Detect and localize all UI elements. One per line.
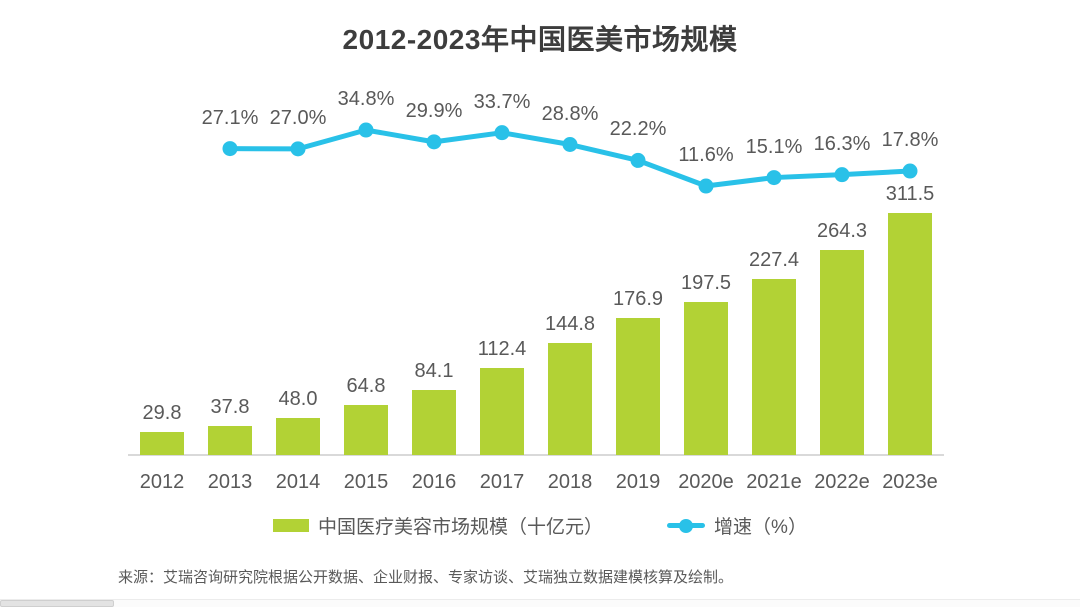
horizontal-scrollbar-thumb[interactable] [0, 600, 114, 607]
growth-point-2017 [494, 125, 510, 141]
bar-2013 [208, 425, 252, 455]
bar-value-label-2015: 64.8 [346, 374, 386, 397]
growth-label-2020e: 11.6% [678, 144, 734, 166]
growth-label-2013: 27.1% [201, 106, 259, 129]
x-axis-line [128, 454, 944, 456]
bar-2016 [412, 389, 456, 455]
growth-label-2018: 28.8% [541, 102, 599, 125]
x-tick-label-2016: 2016 [411, 471, 457, 493]
growth-point-2016 [426, 134, 442, 150]
growth-point-2022e [834, 167, 850, 183]
bar-2019 [616, 317, 660, 455]
line-series-dot-icon [679, 518, 694, 533]
growth-label-2014: 27.0% [269, 106, 327, 129]
x-tick-label-2014: 2014 [275, 471, 321, 493]
x-tick-label-2022e: 2022e [814, 471, 870, 493]
bar-value-label-2014: 48.0 [278, 387, 318, 410]
bar-value-label-2020e: 197.5 [680, 271, 732, 294]
bar-2023e [888, 213, 932, 455]
bar-value-label-2012: 29.8 [142, 401, 182, 424]
source-note: 来源：艾瑞咨询研究院根据公开数据、企业财报、专家访谈、艾瑞独立数据建模核算及绘制… [118, 569, 734, 586]
bar-2012 [140, 431, 184, 455]
bar-value-label-2013: 37.8 [210, 395, 250, 418]
growth-label-2019: 22.2% [609, 118, 667, 141]
bar-2022e [820, 250, 864, 455]
growth-point-2023e [902, 163, 918, 179]
bar-2017 [480, 367, 524, 455]
x-tick-label-2015: 2015 [343, 471, 389, 493]
bar-2020e [684, 301, 728, 455]
x-tick-label-2018: 2018 [547, 471, 593, 493]
growth-label-2022e: 16.3% [813, 132, 871, 155]
x-tick-label-2017: 2017 [479, 471, 525, 493]
line-series-label: 增速（%） [714, 517, 807, 538]
legend-item-growth: 增速（%） [667, 512, 807, 539]
growth-label-2021e: 15.1% [745, 135, 803, 158]
growth-label-2017: 33.7% [473, 90, 531, 113]
growth-point-2014 [290, 141, 306, 157]
bar-value-label-2022e: 264.3 [816, 220, 868, 243]
bar-value-label-2019: 176.9 [612, 287, 664, 310]
bar-value-label-2017: 112.4 [477, 337, 527, 360]
x-tick-label-2019: 2019 [615, 471, 661, 493]
bar-value-label-2018: 144.8 [544, 312, 596, 335]
growth-label-2023e: 17.8% [881, 129, 939, 152]
x-tick-label-2013: 2013 [207, 471, 253, 493]
x-tick-label-2020e: 2020e [678, 471, 734, 493]
legend-item-market-size: 中国医疗美容市场规模（十亿元） [273, 512, 603, 539]
bar-series-label: 中国医疗美容市场规模（十亿元） [318, 517, 604, 538]
x-tick-label-2012: 2012 [139, 471, 185, 493]
growth-point-2015 [358, 122, 374, 138]
growth-point-2021e [766, 170, 782, 186]
bar-2021e [752, 278, 796, 455]
x-tick-label-2021e: 2021e [746, 471, 802, 493]
growth-point-2019 [630, 152, 646, 168]
growth-label-2016: 29.9% [405, 99, 463, 122]
growth-point-2013 [222, 141, 238, 157]
growth-point-2020e [698, 178, 714, 194]
legend: 中国医疗美容市场规模（十亿元） 增速（%） [0, 512, 1080, 539]
bar-2014 [276, 417, 320, 455]
bar-2015 [344, 404, 388, 455]
line-series-marker-icon [667, 518, 706, 533]
bar-value-label-2023e: 311.5 [885, 183, 935, 206]
growth-point-2018 [562, 137, 578, 153]
horizontal-scrollbar-track[interactable] [0, 599, 1080, 607]
bar-value-label-2016: 84.1 [414, 359, 454, 382]
bar-2018 [548, 342, 592, 455]
chart-title: 2012-2023年中国医美市场规模 [342, 24, 738, 55]
growth-label-2015: 34.8% [337, 88, 395, 111]
x-tick-label-2023e: 2023e [882, 471, 938, 493]
bar-value-label-2021e: 227.4 [748, 248, 800, 271]
bar-series-swatch [273, 519, 310, 532]
